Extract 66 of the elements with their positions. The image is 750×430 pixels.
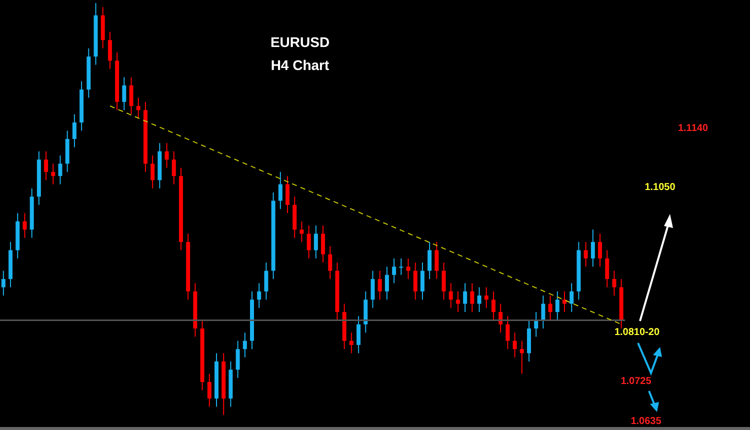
candlestick xyxy=(605,250,610,288)
candlestick xyxy=(456,290,460,312)
candlestick xyxy=(150,154,155,189)
candlestick xyxy=(328,246,332,280)
candlestick xyxy=(442,262,446,300)
candlestick xyxy=(584,241,588,268)
candlestick xyxy=(470,282,474,312)
text: EURUSD xyxy=(270,34,330,50)
candlestick xyxy=(58,154,62,185)
candlestick xyxy=(448,282,453,308)
candlestick xyxy=(44,150,48,181)
candlestick xyxy=(406,258,410,280)
candlestick xyxy=(428,241,432,280)
candlestick xyxy=(278,171,282,210)
candlestick xyxy=(1,270,6,296)
text: H4 Chart xyxy=(270,57,330,73)
candlestick xyxy=(477,286,482,312)
candlestick xyxy=(349,332,354,354)
candlestick xyxy=(491,290,496,321)
candlestick xyxy=(399,258,404,276)
annotation: 1.0725 xyxy=(620,376,652,387)
candlestick xyxy=(108,31,112,70)
candlestick xyxy=(378,270,382,300)
candlestick xyxy=(562,290,566,312)
candlestick xyxy=(321,224,326,264)
candlestick xyxy=(172,150,176,185)
text: 1.0635 xyxy=(630,416,662,427)
candlestick xyxy=(598,233,602,268)
candlestick xyxy=(570,282,574,312)
candlestick xyxy=(484,286,488,308)
candlestick xyxy=(129,76,134,115)
candlestick xyxy=(136,97,140,119)
candlestick xyxy=(548,295,552,321)
candlestick xyxy=(300,220,304,242)
candlestick xyxy=(22,212,27,238)
candlestick xyxy=(286,176,290,214)
candlestick xyxy=(506,316,510,350)
candlestick xyxy=(306,224,311,259)
candlestick xyxy=(413,262,418,300)
candlestick xyxy=(264,262,268,300)
candlestick xyxy=(463,282,468,312)
candlestick xyxy=(242,332,247,358)
candlestick xyxy=(520,340,524,374)
candlestick xyxy=(356,316,361,354)
candlestick xyxy=(534,312,538,338)
candlestick xyxy=(512,332,517,358)
candlestick xyxy=(370,270,375,308)
candlestick xyxy=(122,76,126,111)
text: 1.1050 xyxy=(644,182,676,193)
candlestick xyxy=(72,114,76,148)
annotation: 1.0810-20 xyxy=(614,327,660,338)
candlestick xyxy=(541,295,546,329)
candlestick xyxy=(314,224,318,259)
candlestick xyxy=(420,262,424,300)
candlestick xyxy=(392,258,396,284)
candlestick xyxy=(434,241,439,280)
candlestick xyxy=(207,373,212,408)
candlestick xyxy=(236,340,240,378)
candlestick xyxy=(612,270,616,296)
text: 1.1140 xyxy=(678,123,708,134)
candlestick xyxy=(164,142,169,168)
candlestick xyxy=(257,282,262,308)
candlestick xyxy=(555,290,560,321)
candlestick xyxy=(590,229,595,268)
candlestick xyxy=(51,163,56,185)
candlestick xyxy=(384,266,389,300)
